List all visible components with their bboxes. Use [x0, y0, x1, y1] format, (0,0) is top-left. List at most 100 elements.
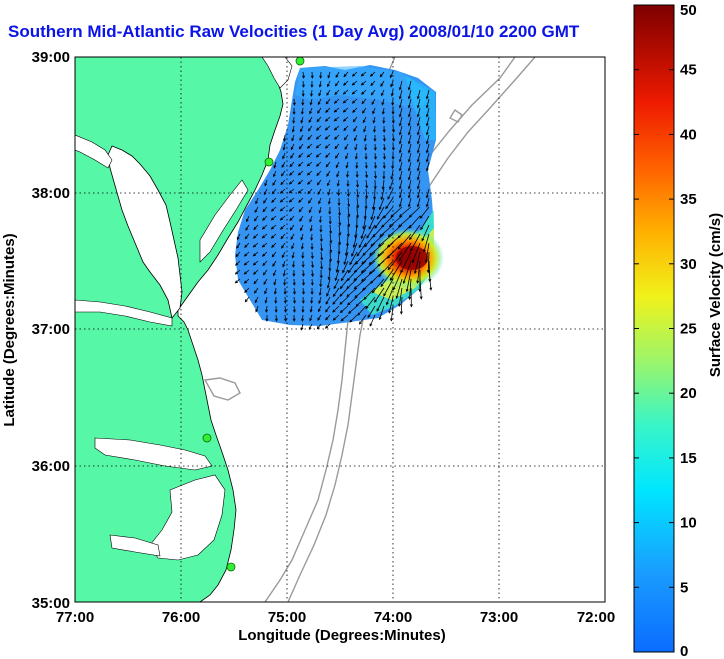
velocity-vector — [408, 98, 412, 108]
velocity-vector — [244, 260, 250, 266]
velocity-vector-head — [264, 291, 267, 295]
velocity-vector — [325, 107, 331, 113]
velocity-vector-head — [346, 193, 350, 198]
velocity-vector — [364, 233, 376, 248]
velocity-vector-head — [339, 309, 343, 313]
velocity-vector — [309, 107, 313, 114]
velocity-vector — [329, 251, 331, 262]
velocity-vector — [372, 107, 376, 114]
velocity-vector-head — [307, 128, 311, 132]
velocity-vector-head — [334, 146, 338, 150]
velocity-vector — [399, 188, 403, 198]
colorbar-tick-label: 20 — [680, 385, 697, 402]
velocity-vector-head — [358, 321, 362, 325]
colorbar-tick-label: 50 — [680, 2, 697, 19]
velocity-vector — [283, 143, 286, 150]
velocity-vector-head — [324, 136, 328, 140]
velocity-vector-head — [308, 200, 311, 204]
velocity-vector-head — [416, 150, 420, 154]
velocity-vector — [282, 260, 286, 267]
velocity-vector — [390, 305, 394, 321]
velocity-vector — [351, 242, 358, 257]
velocity-vector — [271, 233, 277, 239]
velocity-vector-head — [398, 141, 402, 145]
velocity-vector — [414, 251, 421, 274]
velocity-vector-head — [253, 271, 257, 275]
velocity-vector — [283, 269, 286, 276]
x-tick-label: 77:00 — [56, 609, 94, 626]
velocity-vector-head — [356, 194, 360, 199]
velocity-vector-head — [309, 309, 313, 313]
velocity-vector-head — [339, 301, 343, 305]
velocity-vector — [300, 224, 304, 231]
velocity-vector-head — [311, 264, 314, 269]
velocity-vector-head — [327, 276, 331, 281]
velocity-vector — [376, 296, 385, 312]
velocity-vector-head — [261, 235, 265, 239]
velocity-vector — [254, 215, 259, 222]
velocity-vector-head — [264, 300, 268, 304]
velocity-vector — [352, 98, 358, 104]
velocity-vector — [387, 188, 394, 200]
velocity-vector-head — [363, 138, 367, 142]
velocity-vector-head — [372, 206, 375, 211]
velocity-vector — [334, 89, 340, 95]
velocity-vector — [289, 161, 295, 167]
velocity-vector-head — [376, 308, 380, 312]
velocity-vector-head — [425, 105, 429, 109]
velocity-vector-head — [416, 195, 420, 199]
velocity-vector-head — [283, 138, 287, 142]
albemarle-sound — [94, 437, 213, 471]
velocity-vector-head — [297, 190, 302, 194]
velocity-vector-head — [382, 138, 386, 142]
velocity-vector-head — [335, 164, 339, 169]
velocity-vector — [379, 305, 385, 320]
velocity-vector-head — [301, 75, 305, 79]
velocity-vector-head — [244, 289, 248, 293]
velocity-vector-head — [371, 290, 375, 294]
velocity-vector-head — [318, 210, 322, 214]
velocity-vector-head — [425, 159, 429, 163]
velocity-vector — [262, 233, 268, 239]
velocity-vector — [327, 278, 331, 288]
velocity-vector — [361, 98, 367, 104]
velocity-vector — [307, 152, 313, 158]
velocity-vector — [235, 260, 241, 266]
velocity-vector — [409, 224, 421, 240]
velocity-vector — [262, 206, 268, 212]
velocity-vector — [398, 242, 412, 261]
velocity-vector-head — [318, 292, 322, 296]
velocity-vector — [316, 116, 322, 122]
velocity-vector — [281, 242, 286, 249]
velocity-vector-head — [342, 91, 347, 95]
velocity-vector — [333, 278, 340, 289]
velocity-vector — [374, 188, 376, 200]
velocity-vector — [282, 152, 286, 159]
velocity-vector-head — [389, 277, 393, 281]
velocity-vector — [262, 242, 268, 248]
velocity-vector-head — [280, 236, 284, 240]
velocity-vector — [370, 71, 376, 77]
velocity-vector-head — [398, 132, 402, 136]
velocity-vector — [300, 233, 304, 240]
velocity-vector — [271, 215, 277, 221]
velocity-vector-head — [318, 308, 321, 313]
velocity-vector — [417, 107, 421, 117]
velocity-vector — [378, 233, 394, 247]
velocity-vector — [280, 197, 286, 203]
velocity-vector — [273, 278, 277, 285]
velocity-vector — [332, 296, 340, 305]
velocity-vector — [289, 170, 295, 176]
velocity-vector — [365, 170, 368, 178]
velocity-vector — [399, 170, 403, 180]
velocity-vector — [417, 98, 421, 108]
velocity-vector — [426, 143, 430, 153]
velocity-vector-head — [343, 127, 347, 132]
velocity-vector-head — [282, 147, 286, 151]
velocity-vector — [399, 161, 403, 171]
velocity-vector — [332, 287, 340, 297]
velocity-vector — [338, 215, 341, 226]
velocity-vector-head — [244, 244, 248, 248]
velocity-vector-head — [253, 218, 257, 222]
velocity-vector — [334, 116, 340, 122]
